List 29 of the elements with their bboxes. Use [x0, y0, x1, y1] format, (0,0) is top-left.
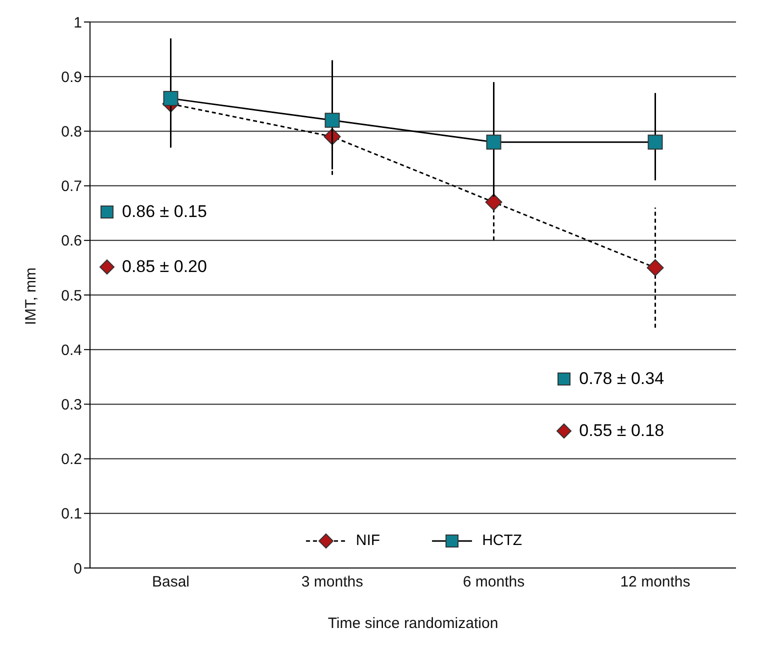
y-tick-label: 0 — [74, 560, 82, 578]
y-tick-label: 0.2 — [61, 451, 82, 468]
annotation: 0.85 ± 0.20 — [122, 256, 207, 277]
y-tick-label: 0.9 — [61, 68, 82, 86]
point — [163, 90, 178, 106]
y-tick-label: 1 — [74, 14, 82, 32]
y-tick-label: 0.7 — [61, 178, 82, 196]
x-tick-label: 6 months — [462, 574, 525, 591]
x-axis-title: Time since randomization — [328, 615, 498, 632]
y-tick-label: 0.1 — [61, 506, 82, 523]
annotation: 0.86 ± 0.15 — [122, 202, 207, 222]
point — [324, 112, 340, 128]
point — [485, 194, 502, 211]
point — [646, 259, 664, 276]
annotation: 0.55 ± 0.18 — [579, 420, 664, 440]
x-tick-label: 12 months — [620, 574, 690, 591]
y-axis-title: IMT, mm — [22, 268, 40, 325]
y-tick-label: 0.8 — [61, 124, 82, 141]
legend-label: NIF — [356, 532, 380, 550]
annotation: 0.78 ± 0.34 — [579, 368, 664, 389]
point — [648, 134, 663, 150]
x-tick-label: 3 months — [301, 574, 364, 591]
y-tick-label: 0.5 — [61, 287, 82, 304]
y-tick-label: 0.6 — [61, 232, 82, 250]
point — [486, 134, 502, 150]
y-tick-label: 0.4 — [61, 342, 82, 359]
y-tick-label: 0.3 — [61, 396, 82, 414]
legend-label: HCTZ — [482, 532, 522, 550]
x-tick-label: Basal — [152, 574, 190, 591]
